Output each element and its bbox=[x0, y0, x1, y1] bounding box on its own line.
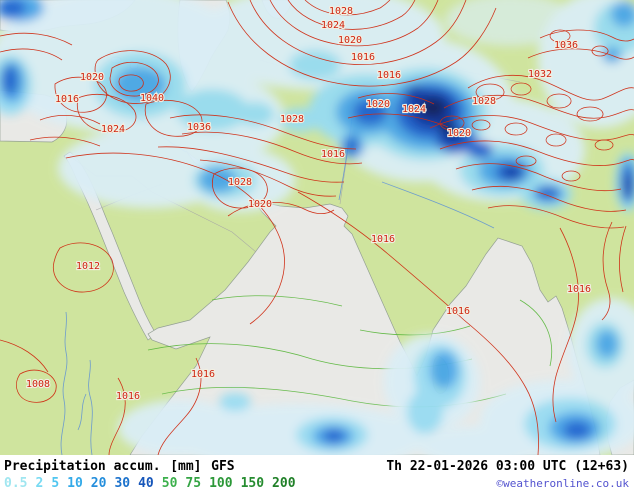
scale-value: 20 bbox=[90, 476, 107, 490]
scale-value: 5 bbox=[51, 476, 60, 490]
scale-value: 50 bbox=[161, 476, 178, 490]
pressure-label: 1024 bbox=[101, 124, 125, 135]
copyright-text: ©weatheronline.co.uk bbox=[496, 477, 629, 490]
pressure-label: 1016 bbox=[446, 306, 470, 317]
pressure-label: 1008 bbox=[26, 379, 50, 390]
pressure-label: 1032 bbox=[528, 69, 552, 80]
pressure-label: 1016 bbox=[116, 391, 140, 402]
pressure-label: 1028 bbox=[228, 177, 252, 188]
pressure-label: 1016 bbox=[191, 369, 215, 380]
map-unit: [mm] bbox=[170, 459, 202, 474]
scale-value: 0.5 bbox=[4, 476, 28, 490]
pressure-label: 1020 bbox=[338, 35, 362, 46]
pressure-label: 1016 bbox=[321, 149, 345, 160]
scale-value: 150 bbox=[240, 476, 265, 490]
valid-datetime: Th 22-01-2026 03:00 UTC (12+63) bbox=[386, 459, 629, 474]
pressure-label: 1024 bbox=[402, 104, 426, 115]
pressure-label: 1020 bbox=[80, 72, 104, 83]
pressure-label: 1020 bbox=[248, 199, 272, 210]
scale-value: 2 bbox=[35, 476, 44, 490]
scale-value: 30 bbox=[114, 476, 131, 490]
pressure-label: 1020 bbox=[447, 128, 471, 139]
pressure-label: 1028 bbox=[472, 96, 496, 107]
pressure-label: 1016 bbox=[371, 234, 395, 245]
scale-value: 75 bbox=[185, 476, 202, 490]
map-title: Precipitation accum. bbox=[4, 459, 161, 474]
pressure-label: 1016 bbox=[55, 94, 79, 105]
weather-map-frame: 1028 1024 1020 1016 1016 1036 1032 1020 1016 1040… bbox=[0, 0, 634, 455]
legend-title-row: Precipitation accum. [mm] GFS Th 22-01-2… bbox=[4, 456, 629, 475]
pressure-label: 1020 bbox=[366, 99, 390, 110]
pressure-label: 1036 bbox=[554, 40, 578, 51]
isobar-lines bbox=[0, 0, 634, 455]
pressure-label: 1016 bbox=[567, 284, 591, 295]
pressure-label: 1028 bbox=[280, 114, 304, 125]
pressure-label: 1036 bbox=[187, 122, 211, 133]
pressure-label: 1028 bbox=[329, 6, 353, 17]
pressure-label: 1024 bbox=[321, 20, 345, 31]
scale-value: 40 bbox=[138, 476, 154, 490]
model-name: GFS bbox=[211, 459, 235, 474]
pressure-label: 1040 bbox=[140, 93, 164, 104]
pressure-label: 1016 bbox=[377, 70, 401, 81]
pressure-label: 1012 bbox=[76, 261, 100, 272]
legend-scale-row: 0.5 2 5 10 20 30 40 50 75 100 150 200 ©weatheronlin… bbox=[4, 475, 629, 490]
scale-value: 200 bbox=[272, 476, 296, 490]
legend-bar: Precipitation accum. [mm] GFS Th 22-01-2… bbox=[0, 455, 634, 490]
scale-value: 10 bbox=[67, 476, 83, 490]
scale-value: 100 bbox=[209, 476, 233, 490]
pressure-label: 1016 bbox=[351, 52, 375, 63]
color-scale: 0.5 2 5 10 20 30 40 50 75 100 150 200 bbox=[4, 475, 304, 490]
legend-title: Precipitation accum. [mm] GFS bbox=[4, 456, 235, 475]
